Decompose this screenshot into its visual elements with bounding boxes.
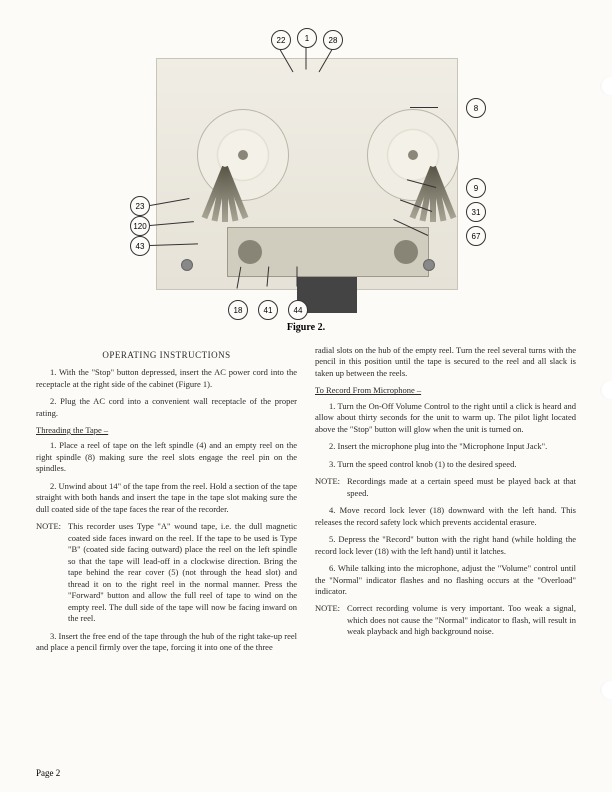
paragraph: 2. Plug the AC cord into a convenient wa… [36,396,297,419]
binder-hole-icon [600,76,612,96]
callout-leader-line [306,48,307,70]
callout-leader-line [410,107,438,108]
paragraph: radial slots on the hub of the empty ree… [315,345,576,379]
callout-67: 67 [466,226,486,246]
paragraph: 6. While talking into the microphone, ad… [315,563,576,597]
callout-number: 44 [288,300,308,320]
binder-hole-icon [600,380,612,400]
callout-31: 31 [466,202,486,222]
callout-number: 43 [130,236,150,256]
paragraph: 2. Insert the microphone plug into the "… [315,441,576,452]
paragraph: 3. Insert the free end of the tape throu… [36,631,297,654]
paragraph: 4. Move record lock lever (18) downward … [315,505,576,528]
callout-number: 120 [130,216,150,236]
note-label: NOTE: [315,603,347,637]
right-column: radial slots on the hub of the empty ree… [315,345,576,659]
callout-41: 41 [258,300,278,320]
note-text: This recorder uses Type "A" wound tape, … [68,521,297,624]
callout-8: 8 [466,98,486,118]
figure-2: 221288931672312043184144 [136,24,476,314]
callout-number: 18 [228,300,248,320]
body-columns: OPERATING INSTRUCTIONS 1. With the "Stop… [36,345,576,659]
callout-1: 1 [297,28,317,48]
note-block: NOTE: Correct recording volume is very i… [315,603,576,637]
callout-28: 28 [323,30,343,50]
callout-number: 67 [466,226,486,246]
paragraph: 5. Depress the "Record" button with the … [315,534,576,557]
page: 22 1 28 8 9 31 67 2312043 18 41 44 Figure 2. OPERA… [0,0,612,792]
section-heading: OPERATING INSTRUCTIONS [36,349,297,361]
note-block: NOTE: Recordings made at a certain speed… [315,476,576,499]
paragraph: 1. Place a reel of tape on the left spin… [36,440,297,474]
callout-number: 23 [130,196,150,216]
note-text: Recordings made at a certain speed must … [347,476,576,499]
note-text: Correct recording volume is very importa… [347,603,576,637]
callout-number: 31 [466,202,486,222]
callout-leader-line [297,267,298,287]
knob-icon [181,259,193,271]
callout-23: 23 [130,196,150,216]
callout-number: 22 [271,30,291,50]
callout-44: 44 [288,300,308,320]
paragraph: 2. Unwind about 14" of the tape from the… [36,481,297,515]
callout-18: 18 [228,300,248,320]
left-column: OPERATING INSTRUCTIONS 1. With the "Stop… [36,345,297,659]
tape-fan-right [405,167,455,227]
callout-120: 120 [130,216,150,236]
paragraph: 1. With the "Stop" button depressed, ins… [36,367,297,390]
tape-fan-left [197,167,247,227]
paragraph: 3. Turn the speed control knob (1) to th… [315,459,576,470]
paragraph: 1. Turn the On-Off Volume Control to the… [315,401,576,435]
callout-number: 8 [466,98,486,118]
page-number: Page 2 [36,768,60,778]
callout-43: 43 [130,236,150,256]
figure-caption: Figure 2. [36,322,576,333]
note-label: NOTE: [315,476,347,499]
callout-number: 41 [258,300,278,320]
note-block: NOTE: This recorder uses Type "A" wound … [36,521,297,624]
knob-icon [423,259,435,271]
binder-hole-icon [600,680,612,700]
callout-number: 28 [323,30,343,50]
callout-9: 9 [466,178,486,198]
note-label: NOTE: [36,521,68,624]
callout-22: 22 [271,30,291,50]
mechanism-block [227,227,429,277]
sub-heading: To Record From Microphone – [315,385,576,396]
callout-number: 1 [297,28,317,48]
callout-number: 9 [466,178,486,198]
sub-heading: Threading the Tape – [36,425,297,436]
machine-illustration [156,58,458,290]
